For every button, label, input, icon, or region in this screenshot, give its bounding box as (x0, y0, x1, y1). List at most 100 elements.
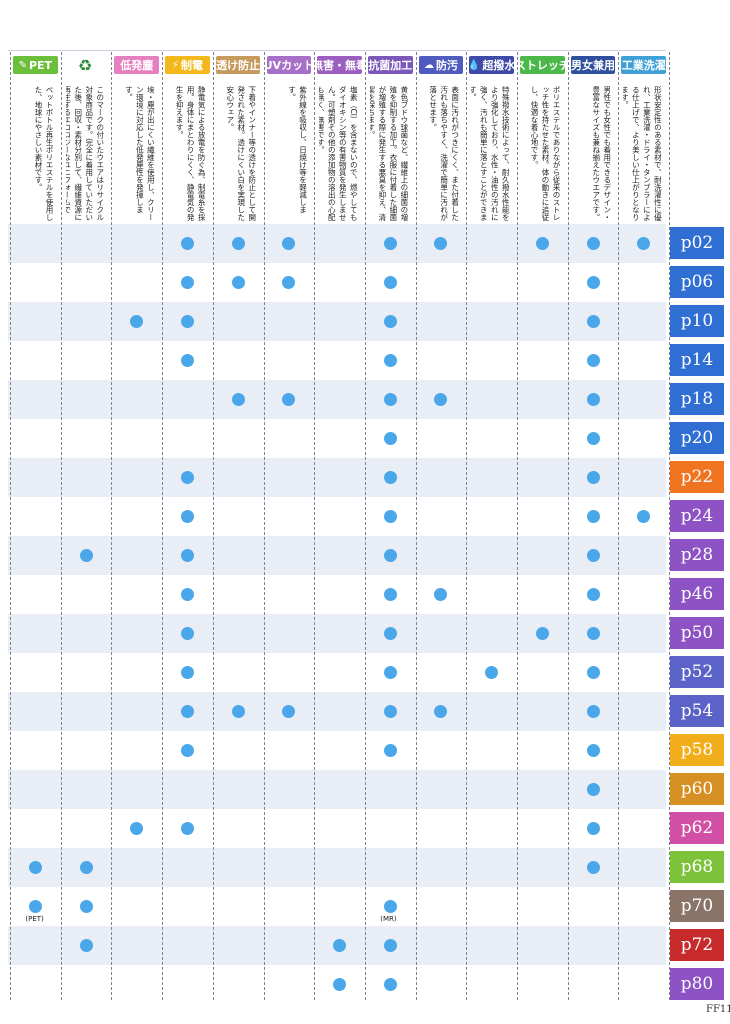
feature-description: 特殊撥水技術によって、耐久撥水性能をより強化しており、水性・油性の汚れに強く、汚… (471, 86, 511, 221)
page-tab-p14[interactable]: p14 (670, 344, 724, 376)
feature-dot (637, 236, 651, 250)
feature-dot (586, 470, 600, 484)
feature-dot (180, 821, 194, 835)
feature-dot (333, 938, 347, 952)
page-tab-p06[interactable]: p06 (670, 266, 724, 298)
feature-dot (383, 587, 397, 601)
column-divider (314, 52, 316, 1000)
feature-dot (180, 314, 194, 328)
row-band (8, 223, 666, 263)
leaf-icon: ✎ (18, 59, 27, 71)
feature-dot (180, 587, 194, 601)
feature-dot (485, 665, 499, 679)
page-tab-p46[interactable]: p46 (670, 578, 724, 610)
feature-badge: ✎ PET (13, 56, 58, 74)
feature-badge-label: 低発塵 (120, 59, 154, 72)
column-divider (111, 52, 113, 1000)
page-tab-p54[interactable]: p54 (670, 695, 724, 727)
row-band (8, 535, 666, 575)
feature-dot (586, 821, 600, 835)
page-tab-p80[interactable]: p80 (670, 968, 724, 1000)
top-rule (8, 50, 666, 51)
column-divider (60, 52, 62, 1000)
feature-description: 黄色ブドウ球菌など、繊維上の細菌の増殖を抑制する加工。衣服に付着した細菌が増殖す… (369, 86, 409, 221)
feature-badge-label: 透け防止 (216, 59, 261, 72)
page-tab-p20[interactable]: p20 (670, 422, 724, 454)
blob-icon: ☁ (423, 59, 434, 71)
page-tab-p52[interactable]: p52 (670, 656, 724, 688)
feature-dot (282, 236, 296, 250)
feature-dot (180, 353, 194, 367)
feature-dot (434, 704, 448, 718)
feature-dot (383, 431, 397, 445)
column-divider (263, 52, 265, 1000)
feature-dot (586, 626, 600, 640)
feature-dot (586, 743, 600, 757)
feature-dot (586, 353, 600, 367)
lightning-icon: ⚡ (171, 59, 179, 71)
feature-dot (637, 509, 651, 523)
feature-dot (383, 509, 397, 523)
page-tab-p18[interactable]: p18 (670, 383, 724, 415)
feature-description: 下着やインナー等の透けを防止として開発された素材。透けにくい白を実現した安心ウェ… (225, 86, 257, 221)
feature-badge-label: 制電 (180, 59, 203, 72)
feature-dot (79, 938, 93, 952)
page-tab-p22[interactable]: p22 (670, 461, 724, 493)
feature-dot (586, 314, 600, 328)
column-divider (567, 52, 569, 1000)
feature-description: 形状安定性のある素材で、耐洗濯性に優れ、工業洗濯・ドライ・タンブラーによる仕上げ… (623, 86, 663, 221)
feature-description: 静電気による放電を防ぐ為、制電糸を採用。身体にまとわりにくく、静電気の発生を抑え… (175, 86, 207, 221)
feature-dot (586, 782, 600, 796)
page-tab-p72[interactable]: p72 (670, 929, 724, 961)
feature-description: 塩素（Cl）を含まないので、燃やしてもダイオキシン等の有害物質を発生しません。可… (319, 86, 359, 221)
row-band (8, 613, 666, 653)
feature-badge: 💧 超撥水 (469, 56, 514, 74)
row-band (8, 301, 666, 341)
row-band (8, 847, 666, 887)
feature-dot (535, 626, 549, 640)
feature-dot (180, 743, 194, 757)
feature-badge: ♻ (63, 56, 109, 74)
feature-dot (180, 275, 194, 289)
feature-description: このマークの付いたウエアはリサイクル対象商品です。完全に着用していただいた後、回… (65, 86, 105, 221)
page-tab-p10[interactable]: p10 (670, 305, 724, 337)
feature-dot (586, 704, 600, 718)
feature-badge-label: PET (28, 58, 53, 72)
feature-badge: ⚡ 制電 (165, 56, 210, 74)
feature-dot (180, 236, 194, 250)
feature-badge-label: 防汚 (435, 59, 458, 72)
page-tab-p28[interactable]: p28 (670, 539, 724, 571)
column-divider (212, 52, 214, 1000)
feature-dot (231, 704, 245, 718)
feature-dot (383, 275, 397, 289)
feature-dot (383, 743, 397, 757)
feature-dot (79, 860, 93, 874)
page-tab-p68[interactable]: p68 (670, 851, 724, 883)
matrix-note: (PET) (25, 915, 44, 923)
feature-dot (28, 860, 42, 874)
page-tab-p24[interactable]: p24 (670, 500, 724, 532)
feature-dot (383, 665, 397, 679)
feature-dot (282, 704, 296, 718)
column-divider (466, 52, 468, 1000)
page-tab-p62[interactable]: p62 (670, 812, 724, 844)
page-tab-p60[interactable]: p60 (670, 773, 724, 805)
feature-dot (586, 236, 600, 250)
feature-dot (586, 275, 600, 289)
feature-badge: 男女兼用 (570, 56, 616, 74)
feature-dot (383, 626, 397, 640)
column-divider (618, 52, 620, 1000)
feature-dot (383, 392, 397, 406)
page-tab-p58[interactable]: p58 (670, 734, 724, 766)
page-tab-p50[interactable]: p50 (670, 617, 724, 649)
feature-dot (586, 431, 600, 445)
feature-dot (282, 392, 296, 406)
page-tab-p02[interactable]: p02 (670, 227, 724, 259)
feature-badge: 低発塵 (114, 56, 160, 74)
feature-description: 表面に汚れがつきにくく、また付着した汚れも落ちやすく、洗濯で簡単に汚れが落とせま… (428, 86, 460, 221)
page-tab-p70[interactable]: p70 (670, 890, 724, 922)
feature-badge-label: UVカット (266, 59, 312, 72)
feature-dot (180, 626, 194, 640)
feature-dot (434, 236, 448, 250)
